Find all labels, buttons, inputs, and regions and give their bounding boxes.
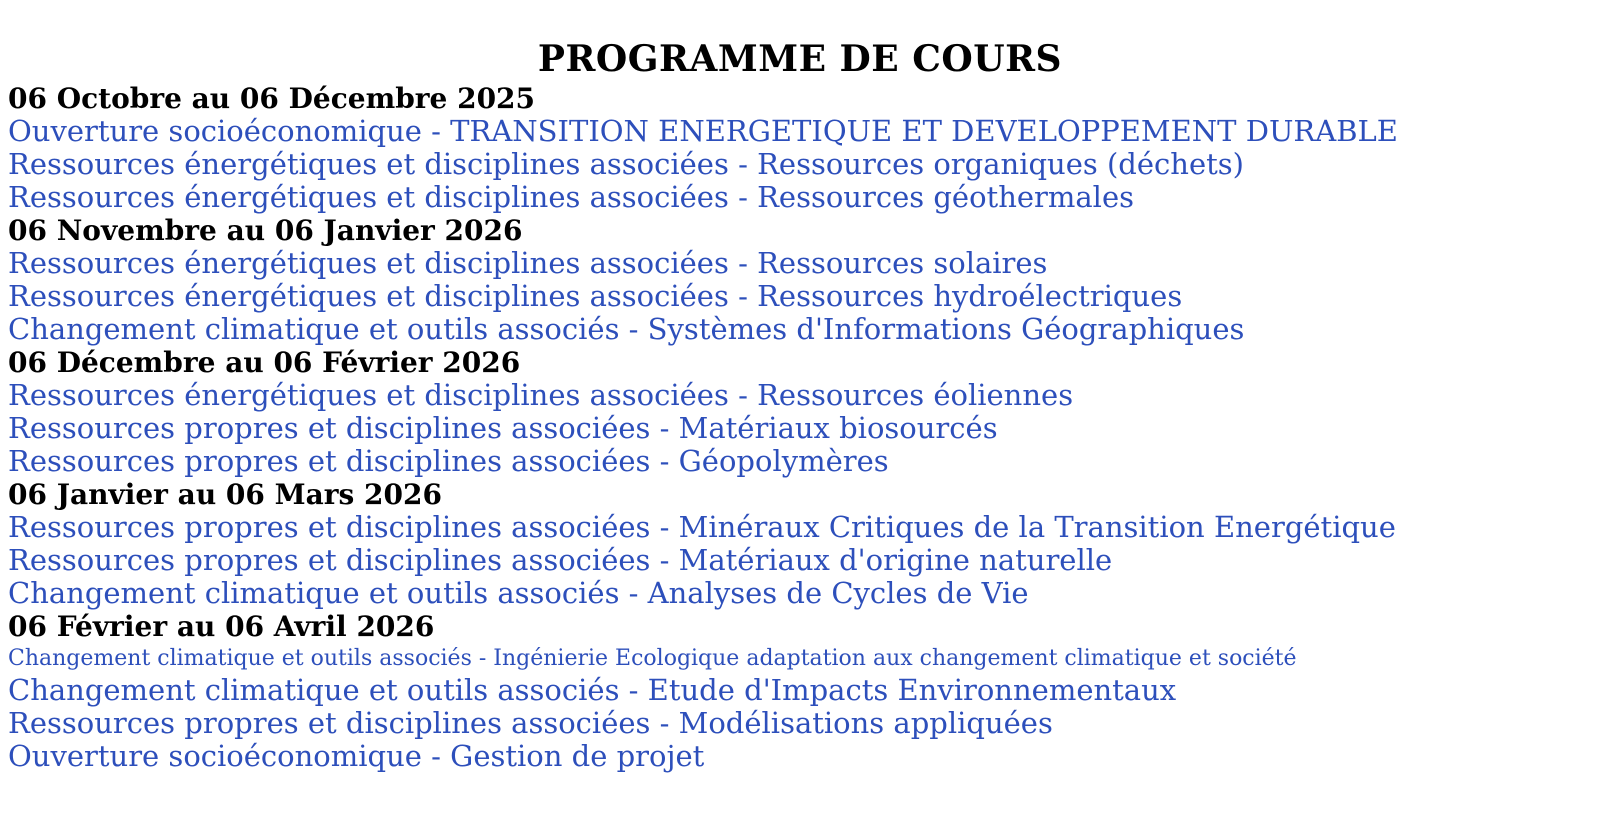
- section-heading: 06 Novembre au 06 Janvier 2026: [8, 213, 523, 247]
- section-january-march: 06 Janvier au 06 Mars 2026 Ressources pr…: [8, 478, 1592, 610]
- course-link[interactable]: Ressources énergétiques et disciplines a…: [8, 179, 1135, 214]
- course-program-page: PROGRAMME DE COURS 06 Octobre au 06 Déce…: [8, 38, 1592, 773]
- course-link[interactable]: Changement climatique et outils associés…: [8, 672, 1177, 707]
- course-link[interactable]: Changement climatique et outils associés…: [8, 645, 1297, 671]
- course-link[interactable]: Ouverture socioéconomique - TRANSITION E…: [8, 113, 1398, 148]
- course-link[interactable]: Ressources énergétiques et disciplines a…: [8, 377, 1074, 412]
- course-link[interactable]: Ouverture socioéconomique - Gestion de p…: [8, 738, 705, 773]
- section-october-december: 06 Octobre au 06 Décembre 2025 Ouverture…: [8, 82, 1592, 214]
- course-link[interactable]: Ressources propres et disciplines associ…: [8, 705, 1053, 740]
- section-heading: 06 Février au 06 Avril 2026: [8, 609, 435, 643]
- course-link[interactable]: Ressources énergétiques et disciplines a…: [8, 278, 1183, 313]
- course-link[interactable]: Changement climatique et outils associés…: [8, 311, 1245, 346]
- section-february-april: 06 Février au 06 Avril 2026 Changement c…: [8, 610, 1592, 773]
- page-title: PROGRAMME DE COURS: [537, 38, 1063, 80]
- course-link[interactable]: Ressources propres et disciplines associ…: [8, 443, 889, 478]
- course-link[interactable]: Ressources propres et disciplines associ…: [8, 410, 998, 445]
- course-link[interactable]: Ressources énergétiques et disciplines a…: [8, 245, 1048, 280]
- course-link[interactable]: Ressources propres et disciplines associ…: [8, 542, 1113, 577]
- section-heading: 06 Octobre au 06 Décembre 2025: [8, 81, 536, 115]
- section-november-january: 06 Novembre au 06 Janvier 2026 Ressource…: [8, 214, 1592, 346]
- course-link[interactable]: Changement climatique et outils associés…: [8, 575, 1029, 610]
- section-december-february: 06 Décembre au 06 Février 2026 Ressource…: [8, 346, 1592, 478]
- course-link[interactable]: Ressources énergétiques et disciplines a…: [8, 146, 1244, 181]
- course-link[interactable]: Ressources propres et disciplines associ…: [8, 509, 1396, 544]
- section-heading: 06 Décembre au 06 Février 2026: [8, 345, 521, 379]
- section-heading: 06 Janvier au 06 Mars 2026: [8, 477, 442, 511]
